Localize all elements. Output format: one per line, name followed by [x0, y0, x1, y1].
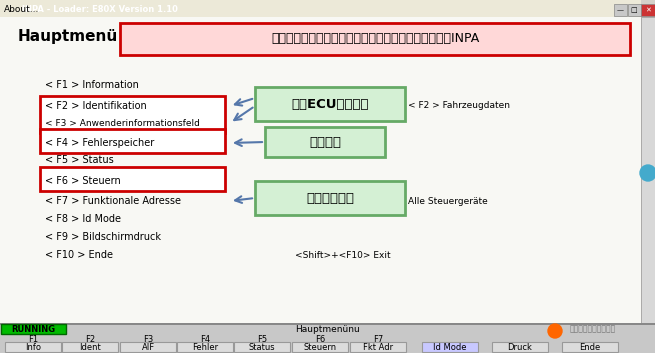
Text: F3: F3: [143, 335, 153, 345]
Text: F6: F6: [315, 335, 325, 345]
Text: 志华科技高端车系技术: 志华科技高端车系技术: [570, 324, 616, 334]
Text: AIF: AIF: [141, 342, 155, 352]
FancyBboxPatch shape: [255, 87, 405, 121]
FancyBboxPatch shape: [0, 14, 640, 16]
Text: F7: F7: [373, 335, 383, 345]
FancyBboxPatch shape: [350, 342, 406, 352]
FancyBboxPatch shape: [492, 342, 548, 352]
FancyBboxPatch shape: [0, 16, 640, 17]
FancyBboxPatch shape: [614, 4, 627, 16]
Text: ✕: ✕: [645, 7, 651, 13]
FancyBboxPatch shape: [0, 11, 640, 13]
FancyBboxPatch shape: [0, 3, 640, 4]
Text: Druck: Druck: [508, 342, 533, 352]
Text: F1: F1: [28, 335, 38, 345]
Text: Id Mode: Id Mode: [433, 342, 467, 352]
FancyBboxPatch shape: [265, 127, 385, 157]
FancyBboxPatch shape: [0, 6, 640, 7]
FancyBboxPatch shape: [1, 324, 66, 334]
Text: 选择车型之后，必须马上进入这个菜单才可以正常运行INPA: 选择车型之后，必须马上进入这个菜单才可以正常运行INPA: [271, 32, 479, 46]
Text: F5: F5: [257, 335, 267, 345]
Text: 删除错码: 删除错码: [309, 136, 341, 149]
Text: □: □: [631, 7, 637, 13]
Text: < F5 > Status: < F5 > Status: [45, 155, 114, 165]
Text: Fkt Adr: Fkt Adr: [363, 342, 393, 352]
FancyBboxPatch shape: [641, 17, 655, 323]
FancyBboxPatch shape: [0, 13, 640, 14]
FancyBboxPatch shape: [40, 96, 225, 133]
Text: Ende: Ende: [580, 342, 601, 352]
Text: < F4 > Fehlerspeicher: < F4 > Fehlerspeicher: [45, 138, 154, 148]
Text: <Shift>+<F10> Exit: <Shift>+<F10> Exit: [295, 251, 390, 259]
FancyBboxPatch shape: [40, 129, 225, 153]
FancyBboxPatch shape: [234, 342, 290, 352]
Text: Alle Steuergeräte: Alle Steuergeräte: [408, 197, 488, 205]
Text: INPA - Loader: E80X Version 1.10: INPA - Loader: E80X Version 1.10: [22, 5, 178, 13]
FancyBboxPatch shape: [641, 4, 655, 16]
Text: < F8 > Id Mode: < F8 > Id Mode: [45, 214, 121, 224]
FancyBboxPatch shape: [40, 167, 225, 191]
Circle shape: [548, 324, 562, 338]
Circle shape: [640, 165, 655, 181]
Text: < F6 > Steuern: < F6 > Steuern: [45, 176, 121, 186]
FancyBboxPatch shape: [177, 342, 233, 352]
Text: Hauptmenü: Hauptmenü: [18, 30, 119, 44]
FancyBboxPatch shape: [0, 8, 640, 10]
FancyBboxPatch shape: [0, 323, 655, 353]
FancyBboxPatch shape: [255, 181, 405, 215]
Text: < F1 > Information: < F1 > Information: [45, 80, 139, 90]
FancyBboxPatch shape: [0, 7, 640, 8]
Text: 解除运输模式: 解除运输模式: [306, 191, 354, 204]
FancyBboxPatch shape: [120, 23, 630, 55]
FancyBboxPatch shape: [0, 4, 640, 6]
FancyBboxPatch shape: [0, 323, 655, 325]
FancyBboxPatch shape: [0, 0, 641, 17]
Text: F4: F4: [200, 335, 210, 345]
FancyBboxPatch shape: [0, 17, 641, 323]
FancyBboxPatch shape: [5, 342, 61, 352]
Text: < F2 > Identifikation: < F2 > Identifikation: [45, 101, 147, 111]
Text: F2: F2: [85, 335, 95, 345]
FancyBboxPatch shape: [0, 10, 640, 11]
Text: < F10 > Ende: < F10 > Ende: [45, 250, 113, 260]
FancyBboxPatch shape: [120, 342, 176, 352]
FancyBboxPatch shape: [292, 342, 348, 352]
Text: < F3 > Anwenderinformationsfeld: < F3 > Anwenderinformationsfeld: [45, 119, 200, 127]
FancyBboxPatch shape: [0, 1, 640, 3]
Text: Steuern: Steuern: [303, 342, 337, 352]
Text: Hauptmenünu: Hauptmenünu: [295, 324, 360, 334]
Text: —: —: [616, 7, 624, 13]
Text: Ident: Ident: [79, 342, 101, 352]
Text: Status: Status: [249, 342, 275, 352]
Text: < F7 > Funktionale Adresse: < F7 > Funktionale Adresse: [45, 196, 181, 206]
Text: Info: Info: [25, 342, 41, 352]
FancyBboxPatch shape: [628, 4, 641, 16]
Text: Fehler: Fehler: [192, 342, 218, 352]
Text: < F2 > Fahrzeugdaten: < F2 > Fahrzeugdaten: [408, 102, 510, 110]
Text: About...: About...: [4, 5, 39, 13]
Text: RUNNING: RUNNING: [11, 324, 55, 334]
Text: 车辆ECU详细信息: 车辆ECU详细信息: [291, 97, 369, 110]
Text: < F9 > Bildschirmdruck: < F9 > Bildschirmdruck: [45, 232, 161, 242]
FancyBboxPatch shape: [422, 342, 478, 352]
FancyBboxPatch shape: [62, 342, 118, 352]
FancyBboxPatch shape: [562, 342, 618, 352]
FancyBboxPatch shape: [0, 0, 640, 1]
